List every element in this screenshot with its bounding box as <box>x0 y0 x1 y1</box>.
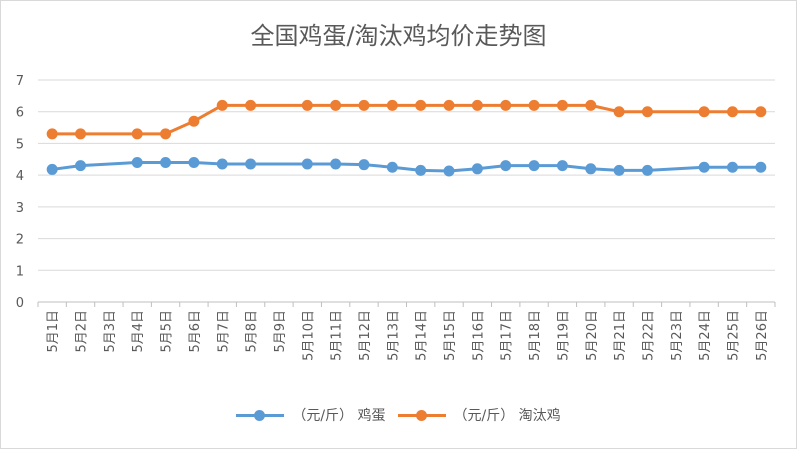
data-point <box>131 156 143 168</box>
data-point <box>443 99 455 111</box>
x-tick-label: 5月20日 <box>585 310 600 361</box>
data-point <box>585 99 597 111</box>
x-tick-label: 5月23日 <box>670 310 685 361</box>
data-point <box>131 128 143 140</box>
data-point <box>245 158 257 170</box>
x-tick-label: 5月25日 <box>726 310 741 361</box>
x-axis <box>37 301 776 307</box>
data-point <box>528 99 540 111</box>
data-point <box>75 160 87 172</box>
data-point <box>245 99 257 111</box>
data-point <box>613 164 625 176</box>
legend-label-egg: （元/斤） 鸡蛋 <box>292 408 386 424</box>
gridlines <box>38 79 775 271</box>
data-point <box>216 158 228 170</box>
x-tick-label: 5月14日 <box>415 310 430 361</box>
data-point <box>443 165 455 177</box>
data-point <box>301 158 313 170</box>
y-tick-label: 0 <box>16 296 24 311</box>
x-tick-label: 5月18日 <box>528 310 543 361</box>
data-point <box>188 156 200 168</box>
y-axis-ticks: 0 1 2 3 4 5 6 7 <box>16 74 24 311</box>
data-point <box>641 106 653 118</box>
legend-swatch-hen <box>397 409 446 421</box>
data-point <box>585 163 597 175</box>
data-point <box>188 115 200 127</box>
x-tick-label: 5月5日 <box>160 310 175 353</box>
legend-item-hen: （元/斤） 淘汰鸡 <box>397 405 561 425</box>
data-point <box>358 99 370 111</box>
x-tick-label: 5月17日 <box>500 310 515 361</box>
x-tick-label: 5月4日 <box>131 310 146 353</box>
series-lines <box>51 103 761 173</box>
data-point <box>415 99 427 111</box>
x-tick-label: 5月19日 <box>556 310 571 361</box>
data-point <box>330 158 342 170</box>
data-point <box>641 164 653 176</box>
x-tick-label: 5月8日 <box>245 310 260 353</box>
legend-label-hen: （元/斤） 淘汰鸡 <box>453 408 561 424</box>
data-point <box>556 99 568 111</box>
x-tick-label: 5月24日 <box>698 310 713 361</box>
y-tick-label: 2 <box>16 233 24 248</box>
data-point <box>471 163 483 175</box>
data-point <box>160 128 172 140</box>
data-point <box>613 106 625 118</box>
x-tick-label: 5月6日 <box>188 310 203 353</box>
y-tick-label: 7 <box>16 74 24 89</box>
y-tick-label: 1 <box>16 264 24 279</box>
y-tick-label: 6 <box>16 106 24 121</box>
x-tick-label: 5月3日 <box>103 310 118 353</box>
x-tick-label: 5月11日 <box>330 310 345 361</box>
data-point <box>755 161 767 173</box>
y-tick-label: 4 <box>16 169 24 184</box>
y-tick-label: 5 <box>16 137 24 152</box>
data-point <box>46 128 58 140</box>
data-point <box>415 164 427 176</box>
data-point <box>500 160 512 172</box>
series-line-0 <box>51 160 761 173</box>
data-point <box>726 161 738 173</box>
data-point <box>698 161 710 173</box>
x-tick-label: 5月1日 <box>46 310 61 353</box>
x-tick-label: 5月21日 <box>613 310 628 361</box>
data-point <box>500 99 512 111</box>
x-tick-label: 5月10日 <box>301 310 316 361</box>
data-point <box>556 160 568 172</box>
x-tick-label: 5月15日 <box>443 310 458 361</box>
x-tick-label: 5月12日 <box>358 310 373 361</box>
x-tick-label: 5月2日 <box>75 310 90 353</box>
data-point <box>471 99 483 111</box>
data-point <box>75 128 87 140</box>
x-tick-label: 5月9日 <box>273 310 288 353</box>
series-points <box>46 99 767 177</box>
legend-item-egg: （元/斤） 鸡蛋 <box>236 405 386 425</box>
data-point <box>358 159 370 171</box>
x-tick-label: 5月22日 <box>641 310 656 361</box>
x-tick-label: 5月7日 <box>216 310 231 353</box>
data-point <box>698 106 710 118</box>
data-point <box>46 163 58 175</box>
series-line-1 <box>52 103 761 136</box>
data-point <box>330 99 342 111</box>
data-point <box>755 106 767 118</box>
chart-title: 全国鸡蛋/淘汰鸡均价走势图 <box>250 22 547 50</box>
x-axis-ticks: 5月1日 5月2日 5月3日 5月4日 5月5日 5月6日 5月7日 5月8日 5月9日 5月10… <box>46 310 770 361</box>
data-point <box>160 156 172 168</box>
x-tick-label: 5月26日 <box>755 310 770 361</box>
data-point <box>301 99 313 111</box>
x-tick-label: 5月16日 <box>471 310 486 361</box>
legend-swatch-egg <box>236 409 285 421</box>
data-point <box>216 99 228 111</box>
data-point <box>386 99 398 111</box>
y-tick-label: 3 <box>16 201 24 216</box>
legend: （元/斤） 鸡蛋 （元/斤） 淘汰鸡 <box>0 405 797 425</box>
x-tick-label: 5月13日 <box>386 310 401 361</box>
data-point <box>386 161 398 173</box>
data-point <box>528 160 540 172</box>
data-point <box>726 106 738 118</box>
